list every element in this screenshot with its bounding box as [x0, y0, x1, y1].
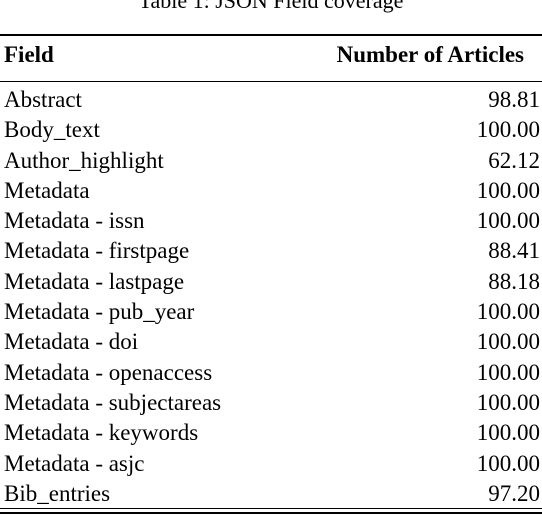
article-percentage-cell: 100.00	[476, 420, 540, 446]
table-row: Metadata - doi 100.00	[0, 328, 542, 358]
field-name-cell: Abstract	[4, 87, 82, 112]
table-row: Metadata - keywords 100.00	[0, 419, 542, 449]
article-percentage-cell: 88.41	[488, 238, 540, 264]
article-percentage-cell: 88.18	[488, 268, 540, 294]
article-percentage-cell: 100.00	[476, 359, 540, 385]
field-name-cell: Metadata - issn	[4, 208, 145, 234]
table-row: Metadata 100.00	[0, 177, 542, 207]
field-name-cell: Metadata - subjectareas	[4, 389, 222, 415]
article-percentage-cell: 100.00	[476, 177, 540, 203]
table-bottom-rule-thin	[0, 508, 542, 509]
article-percentage-cell: 100.00	[476, 117, 540, 143]
article-percentage-cell: 100.00	[476, 208, 540, 234]
field-name-cell: Body_text	[4, 117, 100, 143]
field-name-cell: Bib_entries	[4, 480, 111, 506]
table-row: Metadata - openaccess 100.00	[0, 359, 542, 389]
article-percentage-cell: 62.12	[488, 147, 540, 173]
table-body: Abstract 98.81 Body_text 100.00 Author_highl…	[0, 86, 542, 510]
table-row: Metadata - firstpage 88.41	[0, 237, 542, 267]
column-header-number-of-articles: Number of Articles	[336, 42, 524, 67]
table-row: Metadata - subjectareas 100.00	[0, 389, 542, 419]
article-percentage-cell: 100.00	[476, 450, 540, 476]
field-name-cell: Metadata	[4, 177, 90, 203]
table-bottom-rule-thick	[0, 512, 542, 514]
table-row: Metadata - asjc 100.00	[0, 450, 542, 480]
field-name-cell: Metadata - keywords	[4, 420, 199, 446]
table-row: Metadata - issn 100.00	[0, 207, 542, 237]
table-row: Bib_entries 97.20	[0, 480, 542, 510]
table-row: Metadata - pub_year 100.00	[0, 298, 542, 328]
field-name-cell: Metadata - doi	[4, 329, 139, 355]
table-caption: Table 1: JSON Field coverage	[138, 0, 404, 13]
article-percentage-cell: 100.00	[476, 389, 540, 415]
table-row: Body_text 100.00	[0, 116, 542, 146]
table-header-rule	[0, 81, 542, 82]
table-row: Abstract 98.81	[0, 86, 542, 116]
field-name-cell: Metadata - asjc	[4, 450, 145, 476]
table-row: Metadata - lastpage 88.18	[0, 268, 542, 298]
field-name-cell: Metadata - firstpage	[4, 238, 190, 264]
field-name-cell: Metadata - lastpage	[4, 268, 185, 294]
field-name-cell: Metadata - openaccess	[4, 359, 213, 385]
article-percentage-cell: 100.00	[476, 329, 540, 355]
article-percentage-cell: 97.20	[488, 480, 540, 506]
field-name-cell: Metadata - pub_year	[4, 299, 195, 325]
table-top-rule	[0, 34, 542, 36]
article-percentage-cell: 98.81	[488, 87, 540, 112]
article-percentage-cell: 100.00	[476, 299, 540, 325]
table-row: Author_highlight 62.12	[0, 147, 542, 177]
column-header-field: Field	[4, 42, 54, 67]
field-name-cell: Author_highlight	[4, 147, 164, 173]
